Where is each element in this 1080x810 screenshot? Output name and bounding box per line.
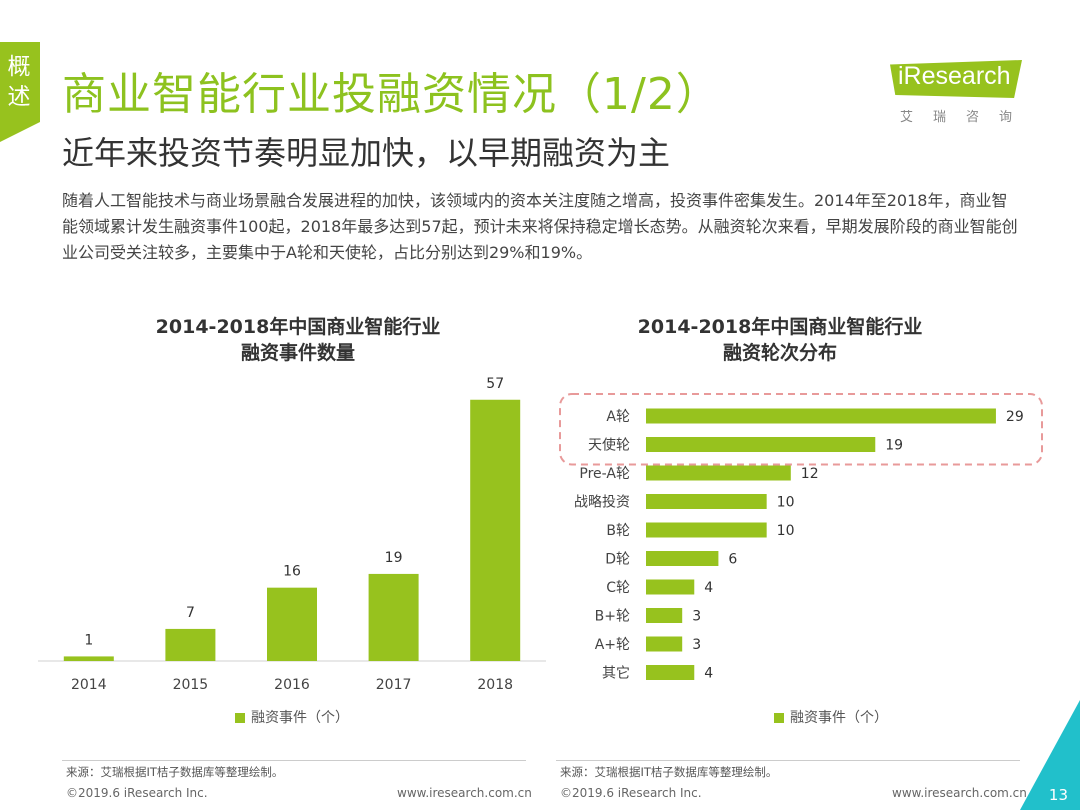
y-tick-B轮: B轮	[606, 523, 630, 539]
hbar-D轮	[646, 551, 719, 566]
x-tick-2014: 2014	[71, 677, 107, 693]
section-tab: 概述	[0, 42, 40, 142]
hbar-A+轮	[646, 636, 683, 652]
hbar-其它	[646, 665, 695, 680]
x-tick-2018: 2018	[477, 677, 513, 693]
hbar-value-C轮: 4	[704, 580, 713, 596]
y-tick-A轮: A轮	[606, 409, 630, 425]
bar-2015	[165, 628, 216, 661]
page-subtitle: 近年来投资节奏明显加快，以早期融资为主	[62, 134, 671, 172]
hbar-B+轮	[646, 608, 683, 623]
right-chart-title-line2: 融资轮次分布	[722, 342, 837, 364]
left-chart-title: 2014-2018年中国商业智能行业 融资事件数量	[118, 314, 478, 366]
bar-value-2017: 19	[385, 550, 403, 566]
y-tick-天使轮: 天使轮	[588, 437, 630, 454]
section-tab-label: 概述	[7, 54, 31, 110]
bar-value-2018: 57	[486, 376, 504, 392]
y-tick-D轮: D轮	[605, 552, 630, 568]
x-tick-2016: 2016	[274, 677, 310, 693]
logo-badge	[890, 60, 1022, 98]
left-legend-swatch	[235, 713, 245, 723]
hbar-战略投资	[646, 494, 767, 509]
right-legend-swatch	[774, 713, 784, 723]
hbar-B轮	[646, 522, 767, 538]
bar-value-2014: 1	[84, 632, 93, 648]
left-legend-label: 融资事件（个）	[251, 710, 349, 726]
hbar-value-战略投资: 10	[777, 495, 795, 511]
url-left: www.iresearch.com.cn	[397, 786, 532, 800]
left-chart-title-line1: 2014-2018年中国商业智能行业	[155, 316, 441, 338]
hbar-value-其它: 4	[704, 666, 713, 682]
url-right: www.iresearch.com.cn	[892, 786, 1027, 800]
y-tick-B+轮: B+轮	[595, 609, 630, 625]
hbar-value-A+轮: 3	[692, 637, 701, 653]
summary-paragraph: 随着人工智能技术与商业场景融合发展进程的加快，该领域内的资本关注度随之增高，投资…	[62, 191, 1018, 262]
x-tick-2017: 2017	[376, 677, 412, 693]
y-tick-C轮: C轮	[606, 580, 630, 596]
highlight-box	[559, 393, 1043, 466]
hbar-value-天使轮: 19	[885, 438, 903, 454]
bar-2017	[368, 573, 419, 661]
y-tick-战略投资: 战略投资	[574, 495, 630, 511]
bar-2014	[63, 656, 114, 661]
hbar-value-B+轮: 3	[692, 609, 701, 625]
hbar-C轮	[646, 579, 695, 595]
hbar-value-A轮: 29	[1006, 409, 1024, 425]
copyright-right: ©2019.6 iResearch Inc.	[560, 786, 702, 800]
right-chart-title-line1: 2014-2018年中国商业智能行业	[637, 316, 923, 338]
logo-brand: iResearch	[898, 62, 1011, 90]
right-chart-title: 2014-2018年中国商业智能行业 融资轮次分布	[600, 314, 960, 366]
hbar-value-B轮: 10	[777, 523, 795, 539]
hbar-value-D轮: 6	[728, 552, 737, 568]
page-title: 商业智能行业投融资情况（1/2）	[62, 69, 721, 120]
left-chart-title-line2: 融资事件数量	[240, 342, 355, 364]
left-source-note: 来源：艾瑞根据IT桔子数据库等整理绘制。	[66, 765, 284, 779]
hbar-value-Pre-A轮: 12	[801, 466, 819, 482]
y-tick-Pre-A轮: Pre-A轮	[579, 466, 630, 482]
hbar-A轮	[646, 408, 996, 424]
right-legend-label: 融资事件（个）	[790, 710, 888, 726]
right-source-note: 来源：艾瑞根据IT桔子数据库等整理绘制。	[560, 765, 778, 779]
page-number: 13	[1048, 786, 1068, 804]
y-tick-A+轮: A+轮	[595, 637, 630, 653]
hbar-天使轮	[646, 437, 876, 452]
left-divider	[62, 760, 526, 761]
hbar-Pre-A轮	[646, 465, 791, 481]
bar-2018	[470, 399, 521, 661]
bar-2016	[267, 587, 317, 661]
right-divider	[556, 760, 1020, 761]
bar-value-2015: 7	[186, 605, 195, 621]
x-tick-2015: 2015	[173, 677, 209, 693]
left-chart-legend: 融资事件（个）	[235, 707, 349, 727]
bar-value-2016: 16	[283, 564, 301, 580]
y-tick-其它: 其它	[602, 665, 630, 682]
right-chart-legend: 融资事件（个）	[774, 707, 888, 727]
logo-subtitle: 艾瑞咨询	[900, 110, 1033, 125]
iresearch-logo: iResearch 艾瑞咨询	[890, 60, 1040, 126]
copyright-left: ©2019.6 iResearch Inc.	[66, 786, 208, 800]
